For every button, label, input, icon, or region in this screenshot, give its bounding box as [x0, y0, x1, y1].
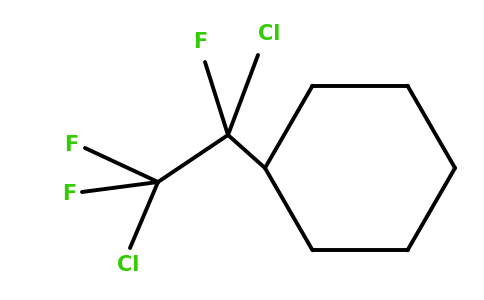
Text: Cl: Cl [258, 24, 280, 44]
Text: F: F [64, 135, 78, 155]
Text: Cl: Cl [117, 255, 139, 275]
Text: F: F [62, 184, 76, 204]
Text: F: F [193, 32, 207, 52]
